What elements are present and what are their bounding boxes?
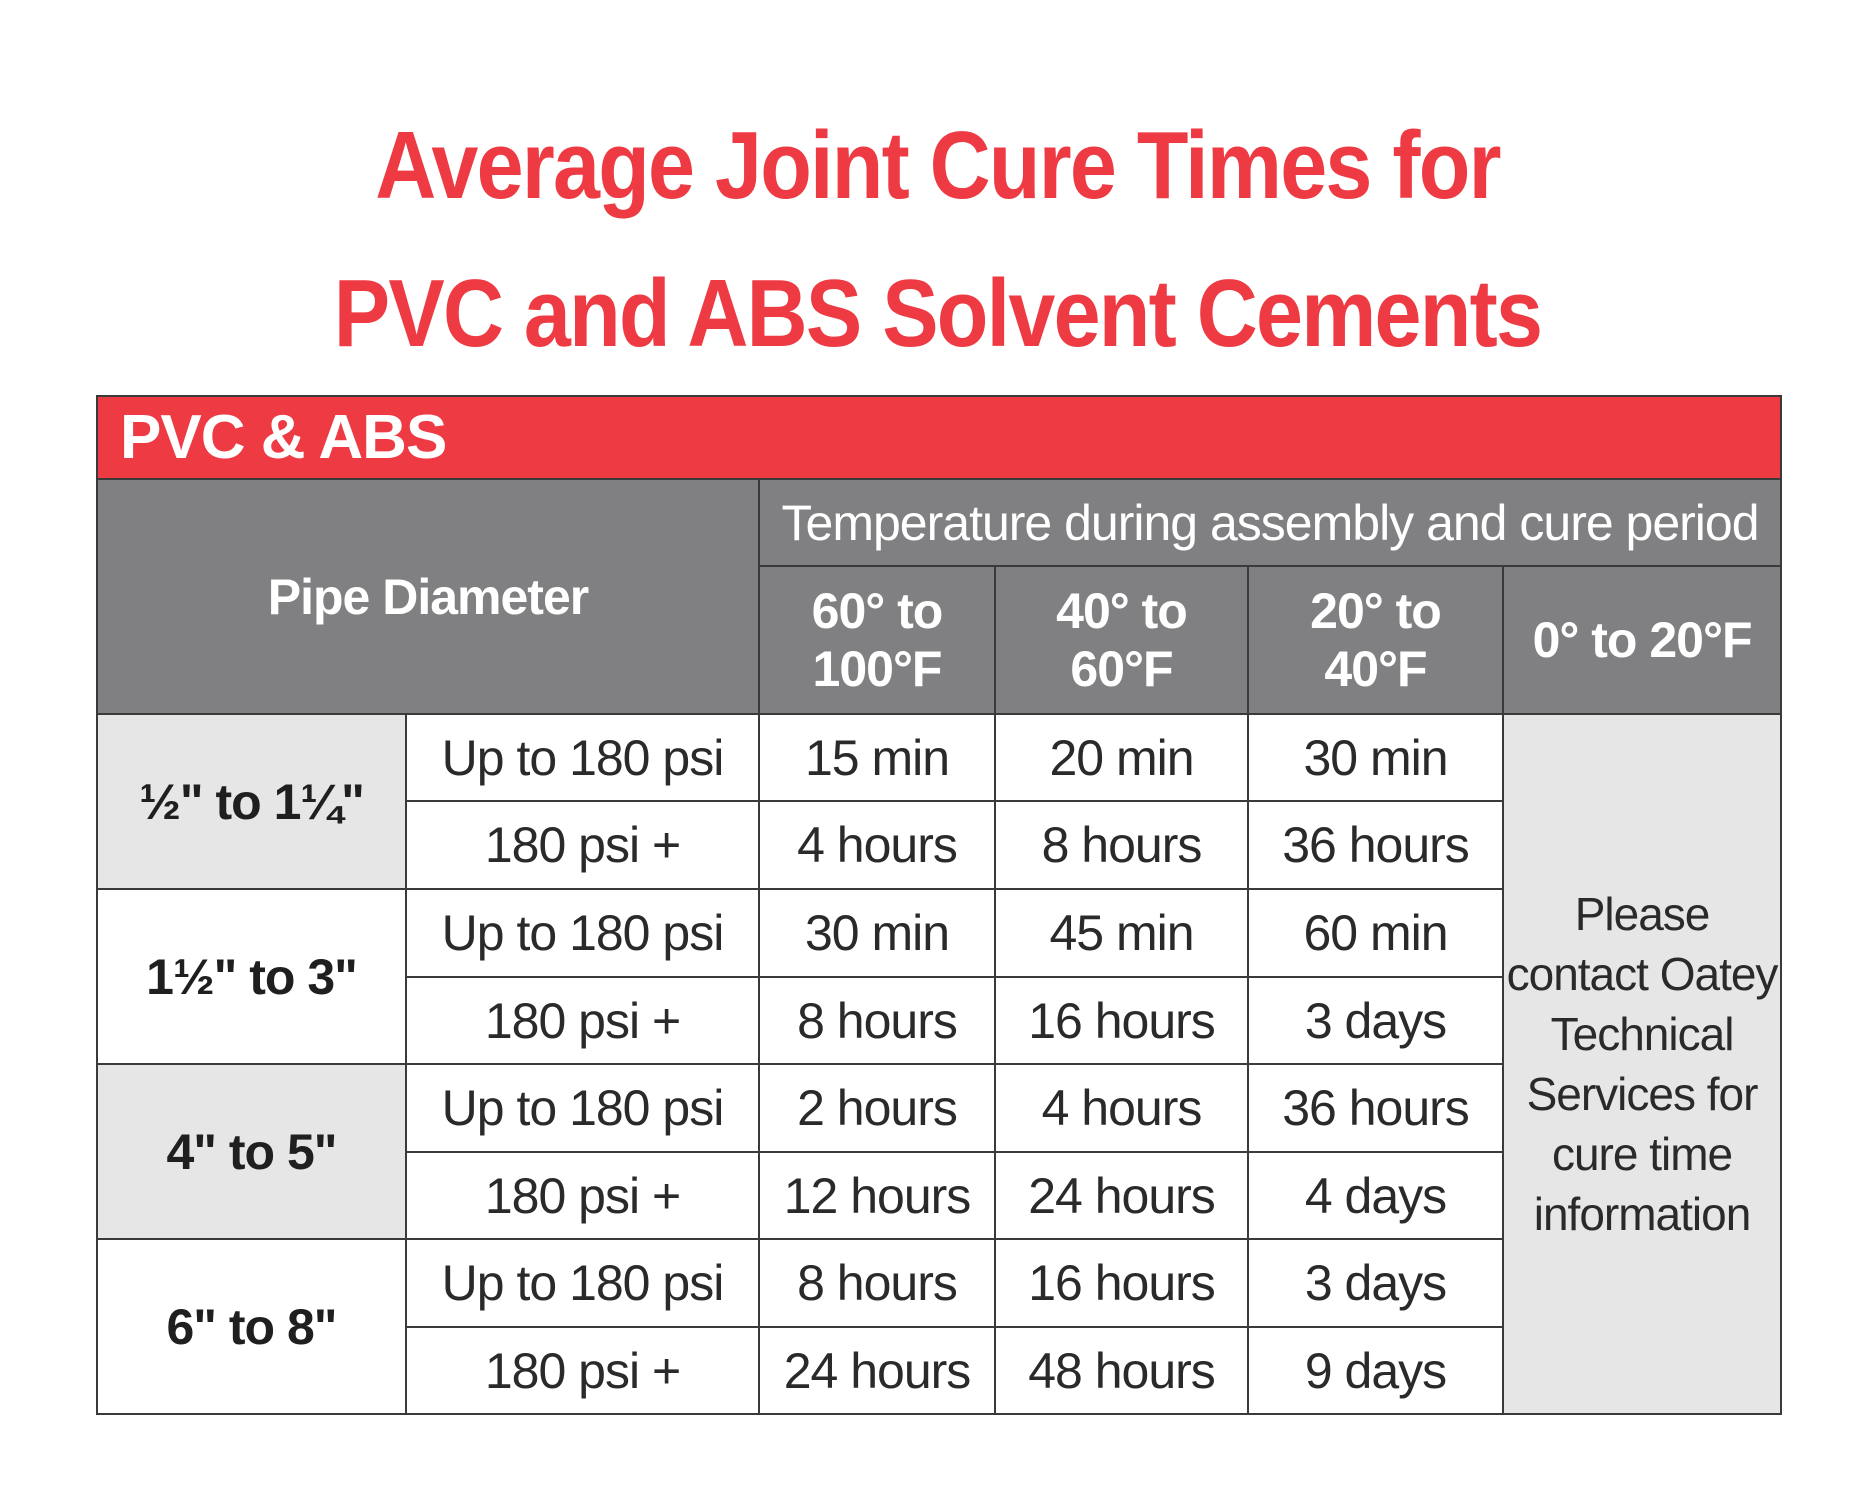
cure-time-cell: 12 hours (758, 1151, 996, 1240)
cure-time-cell: 8 hours (758, 976, 996, 1065)
cure-time-cell: 15 min (758, 713, 996, 802)
cure-times-table: PVC & ABS Pipe Diameter Temperature duri… (95, 395, 1783, 1415)
cure-time-cell: 45 min (994, 888, 1249, 978)
cure-time-cell: 8 hours (994, 800, 1249, 890)
temp-column-header-line1: 60° to (811, 583, 944, 639)
temp-column-header-line2: 100°F (812, 641, 943, 697)
pressure-cell: Up to 180 psi (405, 713, 760, 802)
note-line: Please (1574, 888, 1711, 940)
cure-time-cell: 16 hours (994, 976, 1249, 1065)
note-line: contact Oatey (1506, 948, 1779, 1000)
cure-time-cell: 4 hours (994, 1063, 1249, 1153)
temp-column-header-line1: 40° to (1056, 583, 1188, 639)
temp-column-header-line1: 20° to (1310, 583, 1442, 639)
page-title: Average Joint Cure Times for PVC and ABS… (113, 92, 1763, 388)
temperature-header: Temperature during assembly and cure per… (757, 478, 1783, 567)
note-line: Technical (1550, 1008, 1735, 1060)
cure-time-cell: 48 hours (994, 1326, 1249, 1415)
cure-time-cell: 2 hours (758, 1063, 996, 1153)
cure-time-cell: 4 days (1247, 1151, 1504, 1240)
pressure-cell: 180 psi + (405, 1326, 760, 1415)
note-line: Services for (1526, 1068, 1759, 1120)
cure-time-cell: 60 min (1247, 888, 1504, 978)
cure-time-cell: 8 hours (758, 1238, 996, 1328)
pipe-size-cell: 4" to 5" (96, 1063, 407, 1240)
pipe-size-cell: 6" to 8" (96, 1238, 407, 1415)
title-line-2: PVC and ABS Solvent Cements (333, 260, 1543, 367)
note-line: cure time (1551, 1128, 1733, 1180)
pressure-cell: Up to 180 psi (405, 1063, 760, 1153)
temp-column-header: 20° to 40°F (1247, 565, 1504, 715)
temp-column-header-line1: 0° to 20°F (1532, 612, 1753, 668)
pressure-cell: Up to 180 psi (405, 1238, 760, 1328)
title-line-1: Average Joint Cure Times for (375, 112, 1501, 219)
pressure-cell: 180 psi + (405, 1151, 760, 1240)
cold-temperature-note: Please contact Oatey Technical Services … (1501, 713, 1783, 1415)
cure-time-cell: 30 min (758, 888, 996, 978)
cure-time-cell: 3 days (1247, 1238, 1504, 1328)
cure-time-cell: 3 days (1247, 976, 1504, 1065)
note-line: information (1533, 1188, 1752, 1240)
cure-time-cell: 4 hours (758, 800, 996, 890)
pressure-cell: 180 psi + (405, 800, 760, 890)
pressure-cell: 180 psi + (405, 976, 760, 1065)
cure-time-cell: 24 hours (758, 1326, 996, 1415)
pressure-cell: Up to 180 psi (405, 888, 760, 978)
cure-time-cell: 36 hours (1247, 800, 1504, 890)
temp-column-header: 40° to 60°F (994, 565, 1249, 715)
pipe-size-cell: ½" to 1¼" (96, 713, 407, 890)
temp-column-header: 0° to 20°F (1501, 565, 1783, 715)
cure-time-cell: 16 hours (994, 1238, 1249, 1328)
temp-column-header-line2: 60°F (1070, 641, 1173, 697)
temp-column-header-line2: 40°F (1324, 641, 1427, 697)
temp-column-header: 60° to 100°F (758, 565, 996, 715)
cure-time-cell: 9 days (1247, 1326, 1504, 1415)
pipe-size-cell: 1½" to 3" (96, 888, 407, 1065)
cure-time-cell: 20 min (994, 713, 1249, 802)
table-banner: PVC & ABS (95, 395, 1783, 480)
cure-time-cell: 30 min (1247, 713, 1504, 802)
cure-time-cell: 24 hours (994, 1151, 1249, 1240)
cure-time-cell: 36 hours (1247, 1063, 1504, 1153)
pipe-diameter-header: Pipe Diameter (96, 478, 760, 715)
